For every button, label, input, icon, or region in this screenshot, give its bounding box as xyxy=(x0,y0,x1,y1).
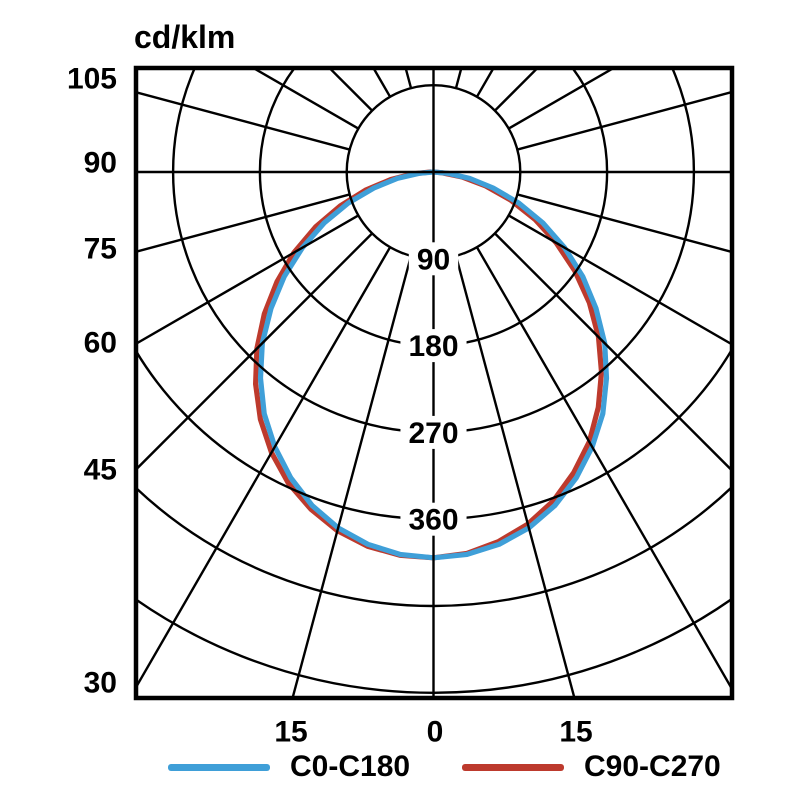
angle-label-left-75: 75 xyxy=(84,233,117,266)
grid-radial-line--105 xyxy=(136,91,350,151)
grid-radial-line-150 xyxy=(475,68,495,98)
radial-tick-bg-270 xyxy=(400,415,467,449)
grid-radial-line-135 xyxy=(494,68,540,112)
legend-label-c0-c180: C0-C180 xyxy=(290,750,411,783)
radial-tick-label-180: 180 xyxy=(408,330,458,363)
legend-item-c90-c270: C90-C270 xyxy=(462,750,721,783)
angle-label-left-30: 30 xyxy=(84,667,117,700)
radial-tick-label-360: 360 xyxy=(408,504,458,537)
legend-label-c90-c270: C90-C270 xyxy=(584,750,721,783)
angle-label-left-60: 60 xyxy=(84,327,117,360)
grid-radial-line-45 xyxy=(494,232,732,473)
legend-line-c90-c270 xyxy=(462,763,564,771)
grid-radial-line--75 xyxy=(136,193,350,253)
angle-label-left-45: 45 xyxy=(84,454,117,487)
angle-label-left-105: 105 xyxy=(67,63,117,96)
grid-radial-line--165 xyxy=(404,68,413,89)
legend-item-c0-c180: C0-C180 xyxy=(168,750,411,783)
grid-radial-line--60 xyxy=(136,214,359,346)
angle-label-bottom-1: 0 xyxy=(427,716,444,749)
angle-label-bottom-2: 15 xyxy=(559,716,592,749)
radial-tick-bg-90 xyxy=(408,242,459,276)
curves-layer xyxy=(253,169,610,561)
angle-label-left-90: 90 xyxy=(84,147,117,180)
radial-tick-label-90: 90 xyxy=(417,243,450,276)
angle-label-bottom-0: 15 xyxy=(274,716,307,749)
legend-line-c0-c180 xyxy=(168,763,270,771)
grid-radial-line-15 xyxy=(454,255,576,698)
grid-radial-line--45 xyxy=(136,232,373,472)
radial-tick-bg-180 xyxy=(400,329,467,363)
chart-title: cd/klm xyxy=(134,19,236,55)
radial-tick-label-270: 270 xyxy=(408,417,458,450)
grid-radial-line--30 xyxy=(136,246,392,690)
plot-border xyxy=(133,65,735,701)
grid-radial-line-120 xyxy=(508,68,617,130)
grid-radial-line-105 xyxy=(517,90,732,151)
grid-radial-line--15 xyxy=(291,255,413,698)
grid-radial-line-165 xyxy=(454,68,463,89)
grid-circle-540 xyxy=(136,597,732,694)
grid-radial-line-75 xyxy=(517,193,732,254)
grid-radial-line--120 xyxy=(250,68,359,130)
grid-radial-line-60 xyxy=(508,214,732,346)
radial-tick-bg-360 xyxy=(400,502,467,536)
grid-radial-line-30 xyxy=(475,246,732,692)
